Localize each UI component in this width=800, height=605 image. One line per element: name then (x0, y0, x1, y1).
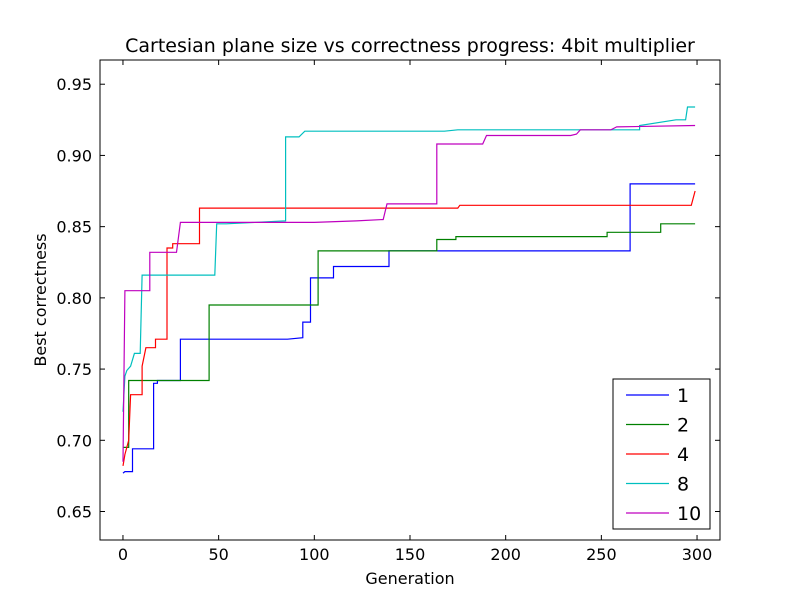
x-tick-label: 100 (299, 545, 330, 564)
y-axis-label: Best correctness (31, 233, 50, 366)
legend-label-2: 2 (677, 415, 689, 437)
x-tick-label: 150 (395, 545, 426, 564)
legend-label-8: 8 (677, 474, 689, 496)
legend-label-1: 1 (677, 385, 689, 407)
x-axis-label: Generation (365, 569, 454, 588)
x-tick-label: 200 (490, 545, 521, 564)
series-line-4 (122, 190, 696, 466)
series-line-1 (122, 183, 696, 474)
y-tick-label: 0.75 (56, 360, 92, 379)
x-tick-label: 50 (208, 545, 228, 564)
y-tick-label: 0.85 (56, 218, 92, 237)
chart-title: Cartesian plane size vs correctness prog… (125, 35, 695, 57)
x-tick-label: 0 (118, 545, 128, 564)
series-line-8 (122, 106, 696, 412)
legend: 1 2 4 8 10 (612, 378, 711, 530)
y-tick-label: 0.80 (56, 289, 92, 308)
x-tick-label: 300 (682, 545, 713, 564)
legend-label-10: 10 (677, 503, 701, 525)
axes: 0 50 100 150 200 250 300 0.65 0.70 0.75 0.80 0.85 0.… (56, 60, 720, 564)
y-tick-label: 0.70 (56, 431, 92, 450)
series-line-10 (122, 124, 696, 462)
legend-label-4: 4 (677, 444, 689, 466)
x-tick-label: 250 (586, 545, 617, 564)
series-line-2 (123, 223, 696, 448)
y-tick-label: 0.65 (56, 503, 92, 522)
plot-area (122, 106, 696, 474)
y-tick-label: 0.90 (56, 146, 92, 165)
y-tick-label: 0.95 (56, 75, 92, 94)
